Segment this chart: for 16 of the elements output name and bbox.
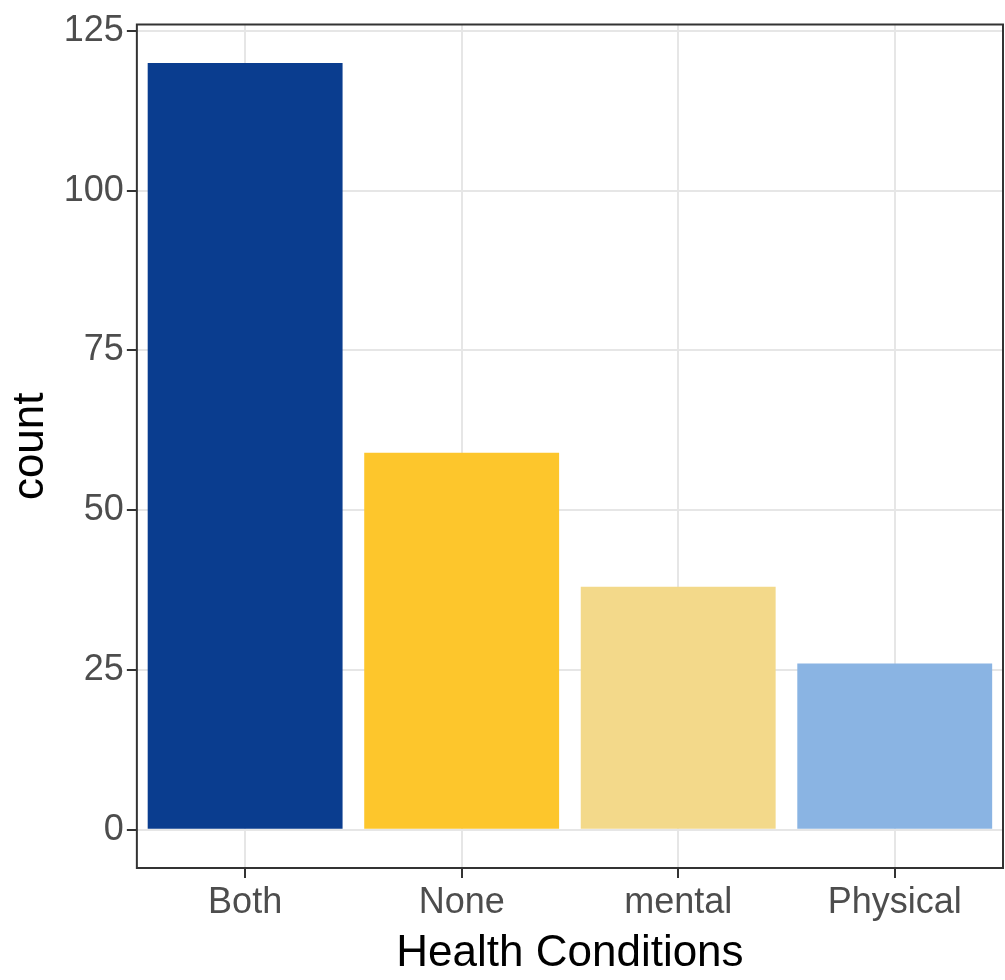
- x-axis-title: Health Conditions: [396, 925, 744, 975]
- x-tick-label: Physical: [827, 879, 962, 921]
- bar: [147, 62, 343, 829]
- x-tick-label: mental: [624, 879, 733, 921]
- y-tick-label: 75: [83, 327, 124, 369]
- y-tick-label: 50: [83, 487, 124, 529]
- y-axis-title: count: [2, 392, 52, 501]
- bar: [364, 452, 560, 829]
- x-tick-label: None: [418, 879, 505, 921]
- bar: [580, 586, 776, 829]
- y-tick-label: 125: [63, 7, 124, 49]
- y-tick-label: 0: [103, 806, 124, 848]
- y-tick-label: 25: [83, 646, 124, 688]
- y-tick-label: 100: [63, 167, 124, 209]
- bar: [797, 663, 993, 829]
- x-tick-label: Both: [208, 879, 283, 921]
